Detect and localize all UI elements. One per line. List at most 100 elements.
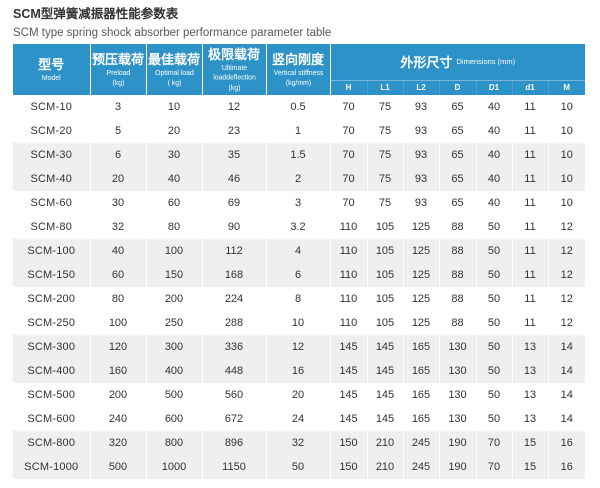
value-cell: 250	[146, 311, 203, 335]
value-cell: 88	[439, 311, 477, 335]
value-cell: 200	[90, 383, 147, 407]
value-cell: 35	[202, 143, 267, 167]
dim-subcol-header-H: H	[330, 79, 368, 95]
value-cell: 12	[548, 287, 585, 311]
value-cell: 2	[266, 167, 331, 191]
table-row: SCM-200 80 200 224 8 110 105 125 88 50 11 12	[13, 287, 585, 311]
value-cell: 50	[476, 215, 513, 239]
col-header-ultimate: 极限载荷 Ultimate loaddeflection (kg)	[202, 44, 267, 95]
value-cell: 30	[90, 191, 147, 215]
value-cell: 190	[439, 455, 477, 479]
value-cell: 70	[476, 455, 513, 479]
value-cell: 448	[202, 359, 267, 383]
value-cell: 30	[146, 143, 203, 167]
value-cell: 23	[202, 119, 267, 143]
value-cell: 11	[512, 287, 549, 311]
model-cell: SCM-1000	[13, 455, 91, 479]
value-cell: 130	[439, 335, 477, 359]
value-cell: 32	[266, 431, 331, 455]
value-cell: 13	[512, 407, 549, 431]
col-header-dimensions: 外形尺寸 Dimensions (mm)	[330, 44, 585, 80]
col-header-model-en: Model	[41, 73, 61, 82]
model-cell: SCM-300	[13, 335, 91, 359]
table-row: SCM-150 60 150 168 6 110 105 125 88 50 11 12	[13, 263, 585, 287]
value-cell: 288	[202, 311, 267, 335]
value-cell: 105	[367, 239, 404, 263]
col-header-preload-en: Preload	[106, 68, 130, 77]
col-header-preload: 预压载荷 Preload (kg)	[90, 44, 147, 95]
value-cell: 13	[512, 383, 549, 407]
value-cell: 75	[367, 119, 404, 143]
col-header-model-zh: 型号	[38, 56, 65, 72]
dim-subcol-header-L2: L2	[403, 79, 440, 95]
value-cell: 105	[367, 215, 404, 239]
table-body: SCM-10 3 10 12 0.5 70 75 93 65 40 11 10 SCM-20 5 20 23 1…	[13, 95, 585, 479]
value-cell: 88	[439, 215, 477, 239]
col-header-dimensions-en: Dimensions (mm)	[456, 57, 516, 67]
value-cell: 40	[476, 95, 513, 119]
value-cell: 40	[146, 167, 203, 191]
value-cell: 200	[146, 287, 203, 311]
model-cell: SCM-250	[13, 311, 91, 335]
model-cell: SCM-800	[13, 431, 91, 455]
value-cell: 165	[403, 407, 440, 431]
value-cell: 60	[90, 263, 147, 287]
title-block: SCM型弹簧减振器性能参数表 SCM type spring shock abs…	[13, 6, 331, 41]
dim-subcol-header-M: M	[548, 79, 585, 95]
value-cell: 5	[90, 119, 147, 143]
value-cell: 10	[548, 191, 585, 215]
table-row: SCM-250 100 250 288 10 110 105 125 88 50 11 12	[13, 311, 585, 335]
value-cell: 145	[367, 335, 404, 359]
value-cell: 145	[330, 383, 368, 407]
value-cell: 110	[330, 287, 368, 311]
value-cell: 75	[367, 167, 404, 191]
value-cell: 1000	[146, 455, 203, 479]
value-cell: 112	[202, 239, 267, 263]
value-cell: 1150	[202, 455, 267, 479]
value-cell: 65	[439, 119, 477, 143]
value-cell: 65	[439, 95, 477, 119]
dim-subcol-header-d1: d1	[512, 79, 549, 95]
value-cell: 11	[512, 239, 549, 263]
value-cell: 224	[202, 287, 267, 311]
dim-subcol-header-D: D	[439, 79, 477, 95]
model-cell: SCM-100	[13, 239, 91, 263]
value-cell: 93	[403, 95, 440, 119]
col-header-stiffness: 竖向刚度 Vertical stiffness (kg/mm)	[266, 44, 331, 95]
value-cell: 14	[548, 359, 585, 383]
value-cell: 50	[476, 311, 513, 335]
value-cell: 50	[476, 407, 513, 431]
value-cell: 245	[403, 431, 440, 455]
value-cell: 70	[330, 191, 368, 215]
value-cell: 145	[330, 335, 368, 359]
model-cell: SCM-500	[13, 383, 91, 407]
value-cell: 105	[367, 311, 404, 335]
table-row: SCM-40 20 40 46 2 70 75 93 65 40 11 10	[13, 167, 585, 191]
value-cell: 93	[403, 119, 440, 143]
value-cell: 300	[146, 335, 203, 359]
value-cell: 15	[512, 455, 549, 479]
value-cell: 210	[367, 455, 404, 479]
value-cell: 130	[439, 407, 477, 431]
page-title-en: SCM type spring shock absorber performan…	[13, 26, 332, 39]
value-cell: 16	[548, 455, 585, 479]
value-cell: 500	[146, 383, 203, 407]
value-cell: 11	[512, 263, 549, 287]
value-cell: 40	[476, 119, 513, 143]
value-cell: 6	[90, 143, 147, 167]
value-cell: 50	[266, 455, 331, 479]
value-cell: 80	[90, 287, 147, 311]
value-cell: 1	[266, 119, 331, 143]
value-cell: 125	[403, 215, 440, 239]
model-cell: SCM-80	[13, 215, 91, 239]
value-cell: 75	[367, 143, 404, 167]
value-cell: 110	[330, 215, 368, 239]
col-header-preload-unit: (kg)	[112, 78, 124, 87]
page-title-zh: SCM型弹簧减振器性能参数表	[13, 7, 179, 21]
value-cell: 65	[439, 143, 477, 167]
value-cell: 12	[548, 263, 585, 287]
model-cell: SCM-30	[13, 143, 91, 167]
value-cell: 70	[330, 167, 368, 191]
value-cell: 93	[403, 143, 440, 167]
table-row: SCM-30 6 30 35 1.5 70 75 93 65 40 11 10	[13, 143, 585, 167]
